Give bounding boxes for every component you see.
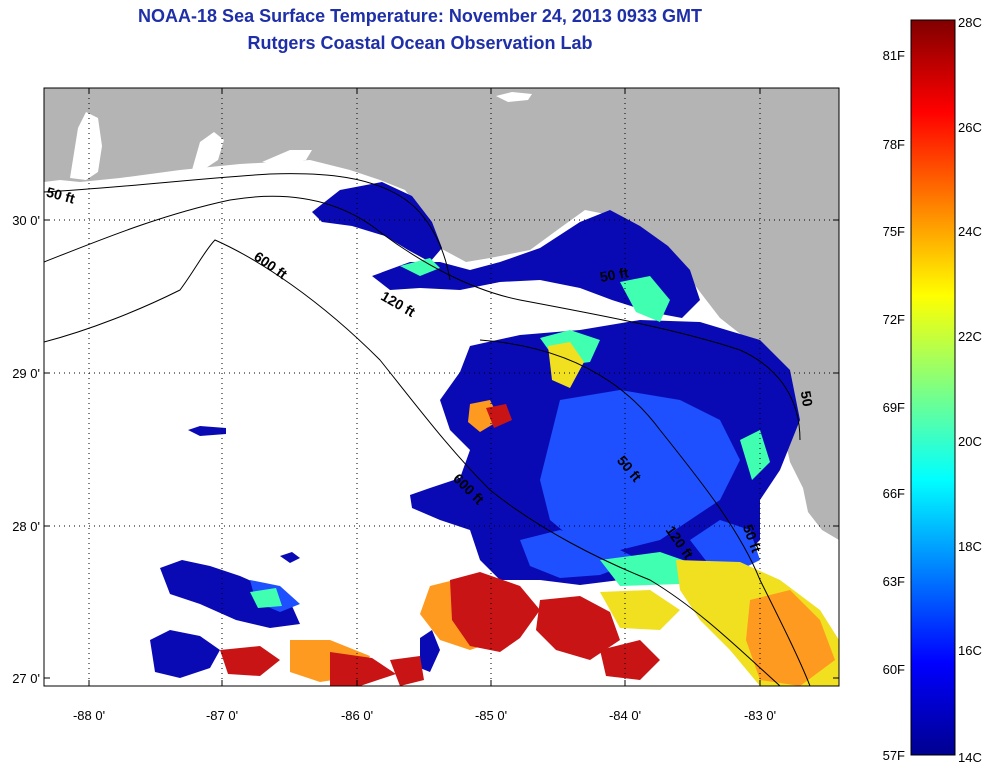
longitude-axis: -88 0' -87 0' -86 0' -85 0' -84 0' -83 0…: [73, 88, 776, 723]
colorbar-f-label: 81F: [883, 48, 905, 63]
map-subtitle: Rutgers Coastal Ocean Observation Lab: [247, 33, 593, 53]
lon-tick-label: -83 0': [744, 708, 776, 723]
colorbar-c-label: 28C: [958, 15, 982, 30]
colorbar-c-label: 22C: [958, 329, 982, 344]
lake-pontchartrain: [496, 92, 532, 102]
colorbar-f-label: 60F: [883, 662, 905, 677]
contour-label: 50 ft: [45, 184, 77, 207]
land-mass: [44, 88, 839, 540]
colorbar-f-label: 78F: [883, 137, 905, 152]
colorbar-c-label: 16C: [958, 643, 982, 658]
lon-tick-label: -88 0': [73, 708, 105, 723]
lon-tick-label: -87 0': [206, 708, 238, 723]
colorbar-fahrenheit-labels: 81F 78F 75F 72F 69F 66F 63F 60F 57F: [883, 48, 905, 763]
lon-tick-label: -85 0': [475, 708, 507, 723]
lon-tick-label: -84 0': [609, 708, 641, 723]
contour-label: 50: [798, 390, 816, 408]
map-title: NOAA-18 Sea Surface Temperature: Novembe…: [138, 6, 702, 26]
colorbar-c-label: 14C: [958, 750, 982, 765]
colorbar-c-label: 20C: [958, 434, 982, 449]
lat-tick-label: 28 0': [12, 519, 40, 534]
latitude-axis: 30 0' 29 0' 28 0' 27 0': [12, 213, 839, 686]
colorbar-f-label: 75F: [883, 224, 905, 239]
colorbar-c-label: 18C: [958, 539, 982, 554]
colorbar-c-label: 24C: [958, 224, 982, 239]
bathymetry-contours: [44, 173, 811, 686]
colorbar-gradient: [910, 19, 956, 756]
colorbar-f-label: 72F: [883, 312, 905, 327]
colorbar-f-label: 63F: [883, 574, 905, 589]
sst-cold-patches: [150, 182, 800, 678]
colorbar-celsius-labels: 28C 26C 24C 22C 20C 18C 16C 14C: [958, 15, 982, 765]
colorbar-f-label: 69F: [883, 400, 905, 415]
contour-label: 50 ft: [599, 264, 630, 285]
lon-tick-label: -86 0': [341, 708, 373, 723]
map-frame-border: [43, 87, 840, 687]
sst-hottest-patches: [220, 404, 660, 686]
colorbar-f-label: 57F: [883, 748, 905, 763]
pensacola-bay: [192, 132, 224, 170]
colorbar-f-label: 66F: [883, 486, 905, 501]
lat-tick-label: 27 0': [12, 671, 40, 686]
colorbar: 81F 78F 75F 72F 69F 66F 63F 60F 57F 28C …: [883, 15, 982, 765]
mobile-bay: [70, 112, 102, 180]
colorbar-c-label: 26C: [958, 120, 982, 135]
lat-tick-label: 30 0': [12, 213, 40, 228]
lat-tick-label: 29 0': [12, 366, 40, 381]
choctawhatchee-bay: [262, 150, 312, 164]
